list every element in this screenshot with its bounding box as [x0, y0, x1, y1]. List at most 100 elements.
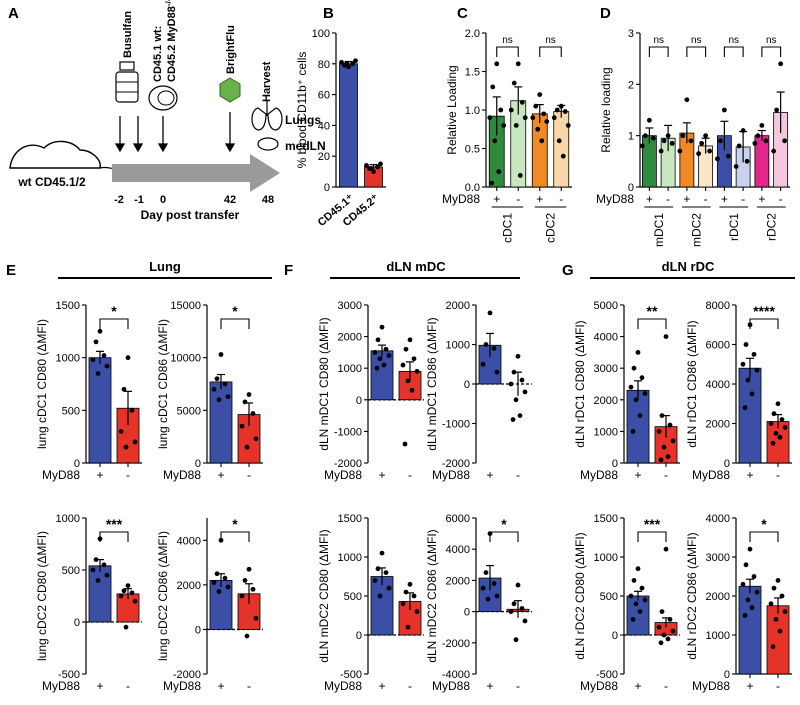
y-tick-label: 0: [724, 669, 730, 681]
data-point: [402, 441, 408, 447]
data-point: [667, 422, 673, 428]
x-sign-label: +: [96, 679, 103, 693]
significance-bracket: [539, 46, 562, 57]
data-point: [400, 601, 406, 607]
chart-e4: -2000 0 2000 4000 lung cDC2 CD86 (ΔMFI) MyD88…: [156, 516, 263, 693]
data-point: [501, 123, 507, 128]
data-point: [661, 444, 667, 450]
y-tick-label: 0: [195, 624, 201, 636]
data-point: [768, 421, 774, 426]
y-tick-label: 2.0: [465, 28, 480, 40]
data-point: [90, 357, 96, 363]
data-point: [778, 61, 784, 67]
data-point: [409, 387, 415, 393]
data-point: [244, 633, 250, 639]
data-point: [665, 454, 671, 460]
data-point: [751, 351, 757, 357]
x-axis-prefix: MyD88: [692, 468, 730, 482]
x-axis-prefix: MyD88: [432, 679, 470, 693]
y-tick-label: 4000: [594, 332, 618, 344]
bar: [531, 113, 548, 188]
data-point: [377, 356, 383, 362]
data-point: [129, 590, 135, 596]
y-tick-label: 2000: [594, 395, 618, 407]
data-point: [522, 389, 528, 395]
data-point: [658, 457, 664, 463]
x-axis-prefix: MyD88: [580, 679, 618, 693]
significance-bracket: [220, 531, 250, 542]
y-tick-label: 4000: [706, 379, 730, 391]
data-point: [535, 126, 541, 132]
data-point: [485, 596, 491, 602]
panel-a: A wt CD45.1/2 Busulfan CD45.1 wt: CD45.2…: [8, 0, 326, 222]
data-point: [511, 80, 517, 86]
data-point: [487, 310, 493, 316]
data-point: [628, 384, 634, 390]
data-point: [480, 585, 486, 591]
x-sign-label: -: [247, 679, 251, 693]
data-point: [747, 546, 753, 552]
data-point: [717, 138, 723, 144]
data-point: [519, 606, 525, 611]
bar: [626, 389, 650, 464]
data-point: [93, 557, 99, 562]
data-point: [95, 371, 101, 376]
y-tick-label: 1000: [446, 340, 470, 352]
y-tick-label: 1000: [706, 630, 730, 642]
day-tick: -1: [134, 194, 144, 206]
data-point: [123, 444, 129, 450]
data-point: [407, 337, 413, 343]
y-tick-label: 1500: [56, 300, 80, 312]
data-point: [519, 99, 525, 105]
panel-letter: E: [6, 262, 16, 279]
data-point: [633, 601, 639, 607]
data-point: [239, 423, 245, 429]
x-sign-label: -: [664, 679, 668, 693]
data-point: [125, 583, 131, 588]
y-tick-label: 0: [356, 630, 362, 642]
data-point: [492, 138, 498, 144]
data-point: [214, 571, 220, 577]
data-point: [721, 107, 727, 113]
data-point: [411, 356, 417, 362]
data-point: [132, 598, 138, 604]
data-point: [752, 140, 758, 146]
bar: [553, 111, 570, 188]
group-label: mDC2: [689, 213, 703, 247]
data-point: [759, 123, 765, 128]
data-point: [350, 61, 355, 67]
data-point: [539, 138, 545, 144]
data-point: [242, 578, 248, 583]
data-point: [635, 350, 641, 355]
data-point: [377, 593, 383, 599]
x-axis-prefix: MyD88: [42, 468, 80, 482]
data-point: [642, 133, 648, 139]
x-sign-label: -: [126, 468, 130, 482]
data-point: [225, 584, 231, 590]
data-point: [684, 97, 690, 103]
x-axis-prefix: MyD88: [324, 679, 362, 693]
data-point: [630, 429, 636, 434]
bar: [209, 381, 233, 464]
y-tick-label: 1000: [56, 353, 80, 365]
data-point: [751, 574, 757, 579]
y-tick-label: 1000: [594, 426, 618, 438]
data-point: [239, 593, 245, 599]
data-point: [93, 339, 99, 345]
significance-label: ns: [502, 35, 513, 46]
data-point: [483, 570, 489, 575]
data-point: [639, 375, 645, 381]
y-tick-label: 5000: [594, 300, 618, 312]
y-tick-label: 6000: [706, 340, 730, 352]
harvest-label: Harvest: [261, 61, 273, 102]
data-point: [670, 628, 676, 634]
group-label: rDC2: [764, 213, 778, 241]
significance-bracket: [761, 46, 782, 57]
data-point: [375, 337, 381, 343]
data-point: [244, 444, 250, 450]
y-tick-label: 0: [74, 458, 80, 470]
x-sign-label: -: [776, 468, 780, 482]
data-point: [663, 546, 669, 552]
data-point: [773, 617, 779, 622]
